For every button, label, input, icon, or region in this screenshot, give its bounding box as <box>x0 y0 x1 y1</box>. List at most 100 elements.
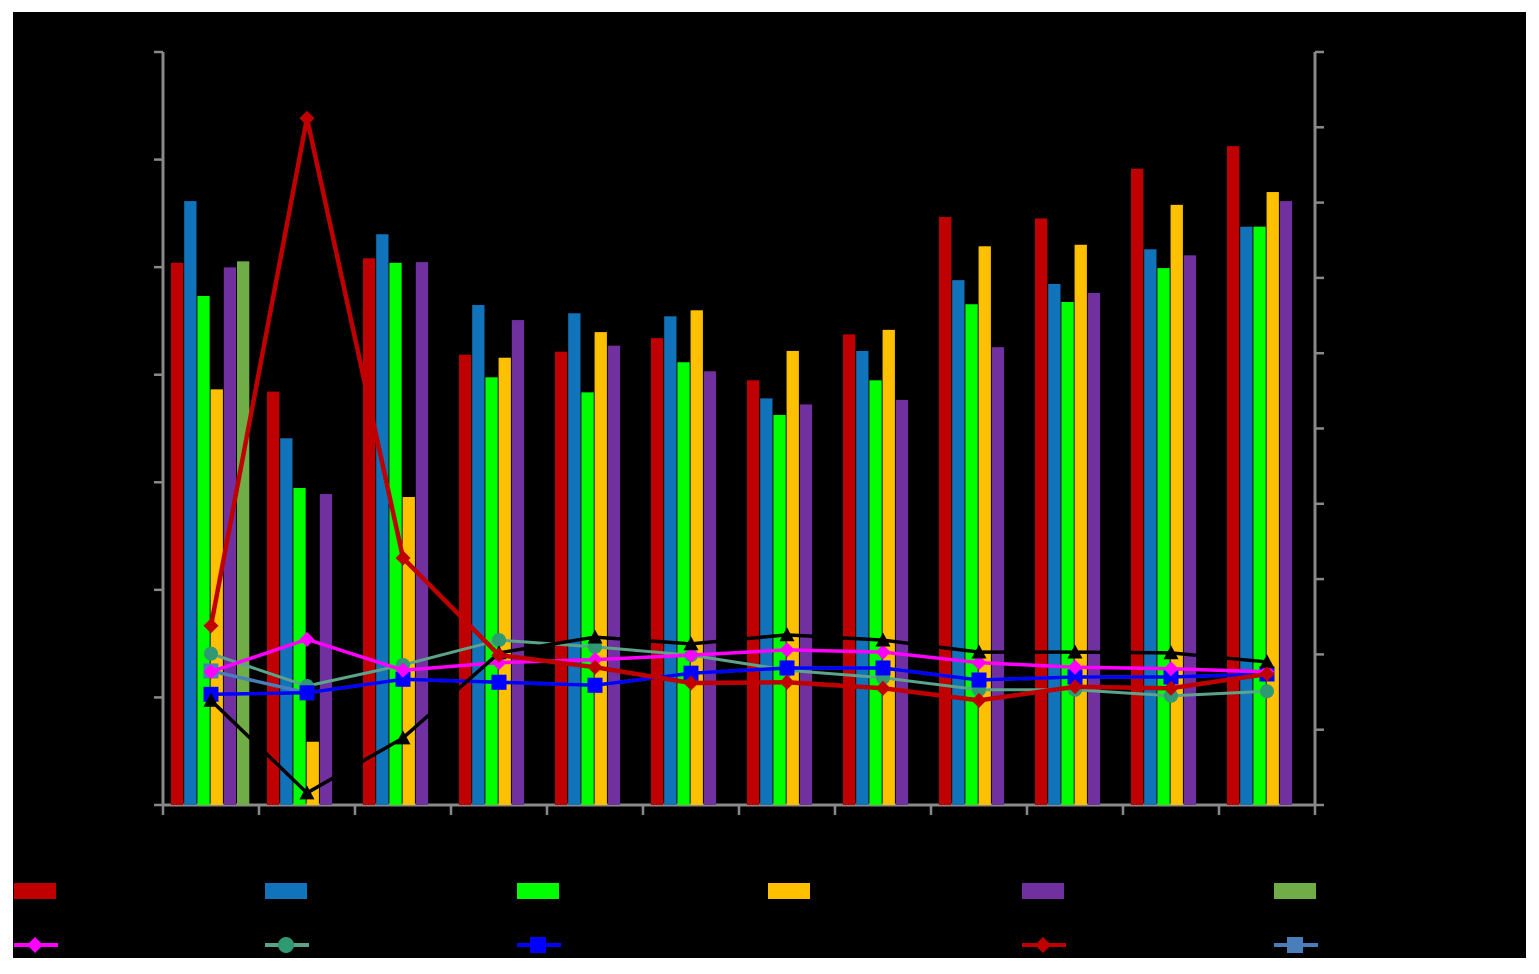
legend-swatch-bar-green <box>517 883 559 899</box>
bar-bar-yellow-group-7 <box>786 350 799 805</box>
bar-bar-yellow-group-8 <box>882 329 895 805</box>
legend-marker-line-magenta <box>27 937 43 953</box>
bar-bar-blue-group-8 <box>856 350 869 805</box>
line-blue-marker-group-8 <box>875 660 891 676</box>
bar-bar-dark-red-group-8 <box>843 334 856 805</box>
legend-marker-line-steel-blue <box>1287 937 1303 953</box>
bar-bar-green-group-10 <box>1061 301 1074 805</box>
bar-bar-green-group-12 <box>1253 226 1266 806</box>
bar-bar-purple-group-2 <box>319 494 333 805</box>
bar-bar-blue-group-2 <box>280 438 293 805</box>
bar-bar-blue-group-12 <box>1240 226 1253 806</box>
line-black-marker-group-3 <box>395 730 411 745</box>
bar-bar-purple-group-8 <box>895 399 909 805</box>
line-magenta-marker-group-7 <box>779 642 795 658</box>
bar-bar-yellow-group-11 <box>1170 204 1183 805</box>
line-dark-red-marker-group-10 <box>1067 679 1083 695</box>
line-blue-marker-group-5 <box>587 677 603 693</box>
bar-bar-purple-group-12 <box>1279 201 1293 805</box>
legend-swatch-bar-dark-red <box>14 883 56 899</box>
line-dark-red-marker-group-2 <box>299 110 315 126</box>
line-dark-red-marker-group-3 <box>395 550 411 566</box>
bar-bar-blue-group-11 <box>1144 249 1157 805</box>
line-dark-red-marker-group-6 <box>683 675 699 691</box>
line-dark-red-marker-group-8 <box>875 680 891 696</box>
line-black-marker-group-10 <box>1067 644 1083 659</box>
bar-bar-olive-group-1 <box>237 261 250 805</box>
bar-bar-yellow-group-12 <box>1266 192 1279 806</box>
bar-bar-purple-group-10 <box>1087 292 1101 806</box>
line-black-marker-group-6 <box>683 636 699 651</box>
line-teal-marker-group-11 <box>1164 688 1178 703</box>
line-magenta-marker-group-3 <box>395 662 411 678</box>
bar-bar-blue-group-10 <box>1048 283 1061 805</box>
legend-marker-line-dark-red <box>1035 937 1051 953</box>
line-teal-marker-group-1 <box>204 646 218 661</box>
legend-swatch-bar-olive <box>1274 883 1316 899</box>
line-magenta-marker-group-1 <box>203 664 219 680</box>
bar-bar-yellow-group-4 <box>498 357 511 805</box>
line-dark-red-marker-group-9 <box>971 692 987 708</box>
line-black-marker-group-7 <box>779 627 795 642</box>
bar-bar-dark-red-group-12 <box>1227 146 1240 805</box>
bar-bar-green-group-5 <box>581 392 594 805</box>
bar-bar-green-group-1 <box>197 295 210 805</box>
bar-bar-green-group-11 <box>1157 268 1170 806</box>
line-magenta-marker-group-10 <box>1067 659 1083 675</box>
line-black-marker-group-2 <box>299 785 315 800</box>
line-magenta-marker-group-2 <box>299 631 315 647</box>
plot-area <box>14 50 1324 953</box>
bar-bar-yellow-group-9 <box>978 246 991 806</box>
bar-bar-blue-group-3 <box>376 234 389 805</box>
line-black-marker-group-12 <box>1259 654 1275 669</box>
bar-bar-dark-red-group-3 <box>363 258 376 805</box>
legend-marker-line-blue <box>530 937 546 953</box>
bar-bar-dark-red-group-9 <box>939 216 952 806</box>
line-blue-marker-group-10 <box>1067 669 1083 685</box>
line-dark-red-marker-group-11 <box>1163 680 1179 696</box>
line-black-marker-group-9 <box>971 644 987 659</box>
line-teal-marker-group-4 <box>492 633 506 648</box>
bar-bar-dark-red-group-5 <box>555 351 568 805</box>
bar-bar-dark-red-group-2 <box>267 391 280 805</box>
line-blue-marker-group-3 <box>395 671 411 687</box>
legend-swatch-bar-yellow <box>768 883 810 899</box>
bar-bar-green-group-2 <box>293 487 306 805</box>
line-blue-marker-group-4 <box>491 674 507 690</box>
bar-bar-dark-red-group-4 <box>459 354 472 805</box>
chart-panel <box>13 12 1526 958</box>
bar-bar-blue-group-4 <box>472 305 485 805</box>
bar-bar-green-group-9 <box>965 304 978 805</box>
line-blue-marker-group-9 <box>971 672 987 688</box>
bar-bar-purple-group-9 <box>991 347 1005 805</box>
bar-bar-purple-group-11 <box>1183 255 1197 805</box>
bar-bar-yellow-group-6 <box>690 310 703 805</box>
line-blue-marker-group-2 <box>299 685 315 701</box>
line-magenta-marker-group-9 <box>971 655 987 671</box>
bar-bar-purple-group-7 <box>799 404 813 805</box>
line-magenta-marker-group-6 <box>683 647 699 663</box>
bar-bar-dark-red-group-10 <box>1035 218 1048 806</box>
line-magenta-marker-group-8 <box>875 644 891 660</box>
legend-swatch-bar-purple <box>1022 883 1064 899</box>
bar-bar-green-group-4 <box>485 377 498 805</box>
line-blue-marker-group-6 <box>683 665 699 681</box>
line-black-marker-group-1 <box>203 692 219 707</box>
bar-bar-yellow-group-10 <box>1074 244 1087 805</box>
line-black-marker-group-5 <box>587 629 603 644</box>
line-magenta-marker-group-5 <box>587 652 603 668</box>
line-teal-marker-group-12 <box>1260 684 1274 699</box>
bar-bar-yellow-group-3 <box>402 497 415 805</box>
bar-bar-green-group-6 <box>677 362 690 805</box>
line-dark-red-path <box>208 117 1268 703</box>
line-blue-path <box>210 666 1268 697</box>
bar-bar-blue-group-9 <box>952 280 965 805</box>
bar-bar-dark-red-group-7 <box>747 380 760 805</box>
line-teal-path <box>210 638 1268 698</box>
line-dark-red-marker-group-4 <box>491 647 507 663</box>
line-magenta-marker-group-11 <box>1163 661 1179 677</box>
bar-bar-purple-group-4 <box>511 320 525 805</box>
bar-bar-purple-group-6 <box>703 371 717 805</box>
bar-bar-purple-group-5 <box>607 345 621 805</box>
